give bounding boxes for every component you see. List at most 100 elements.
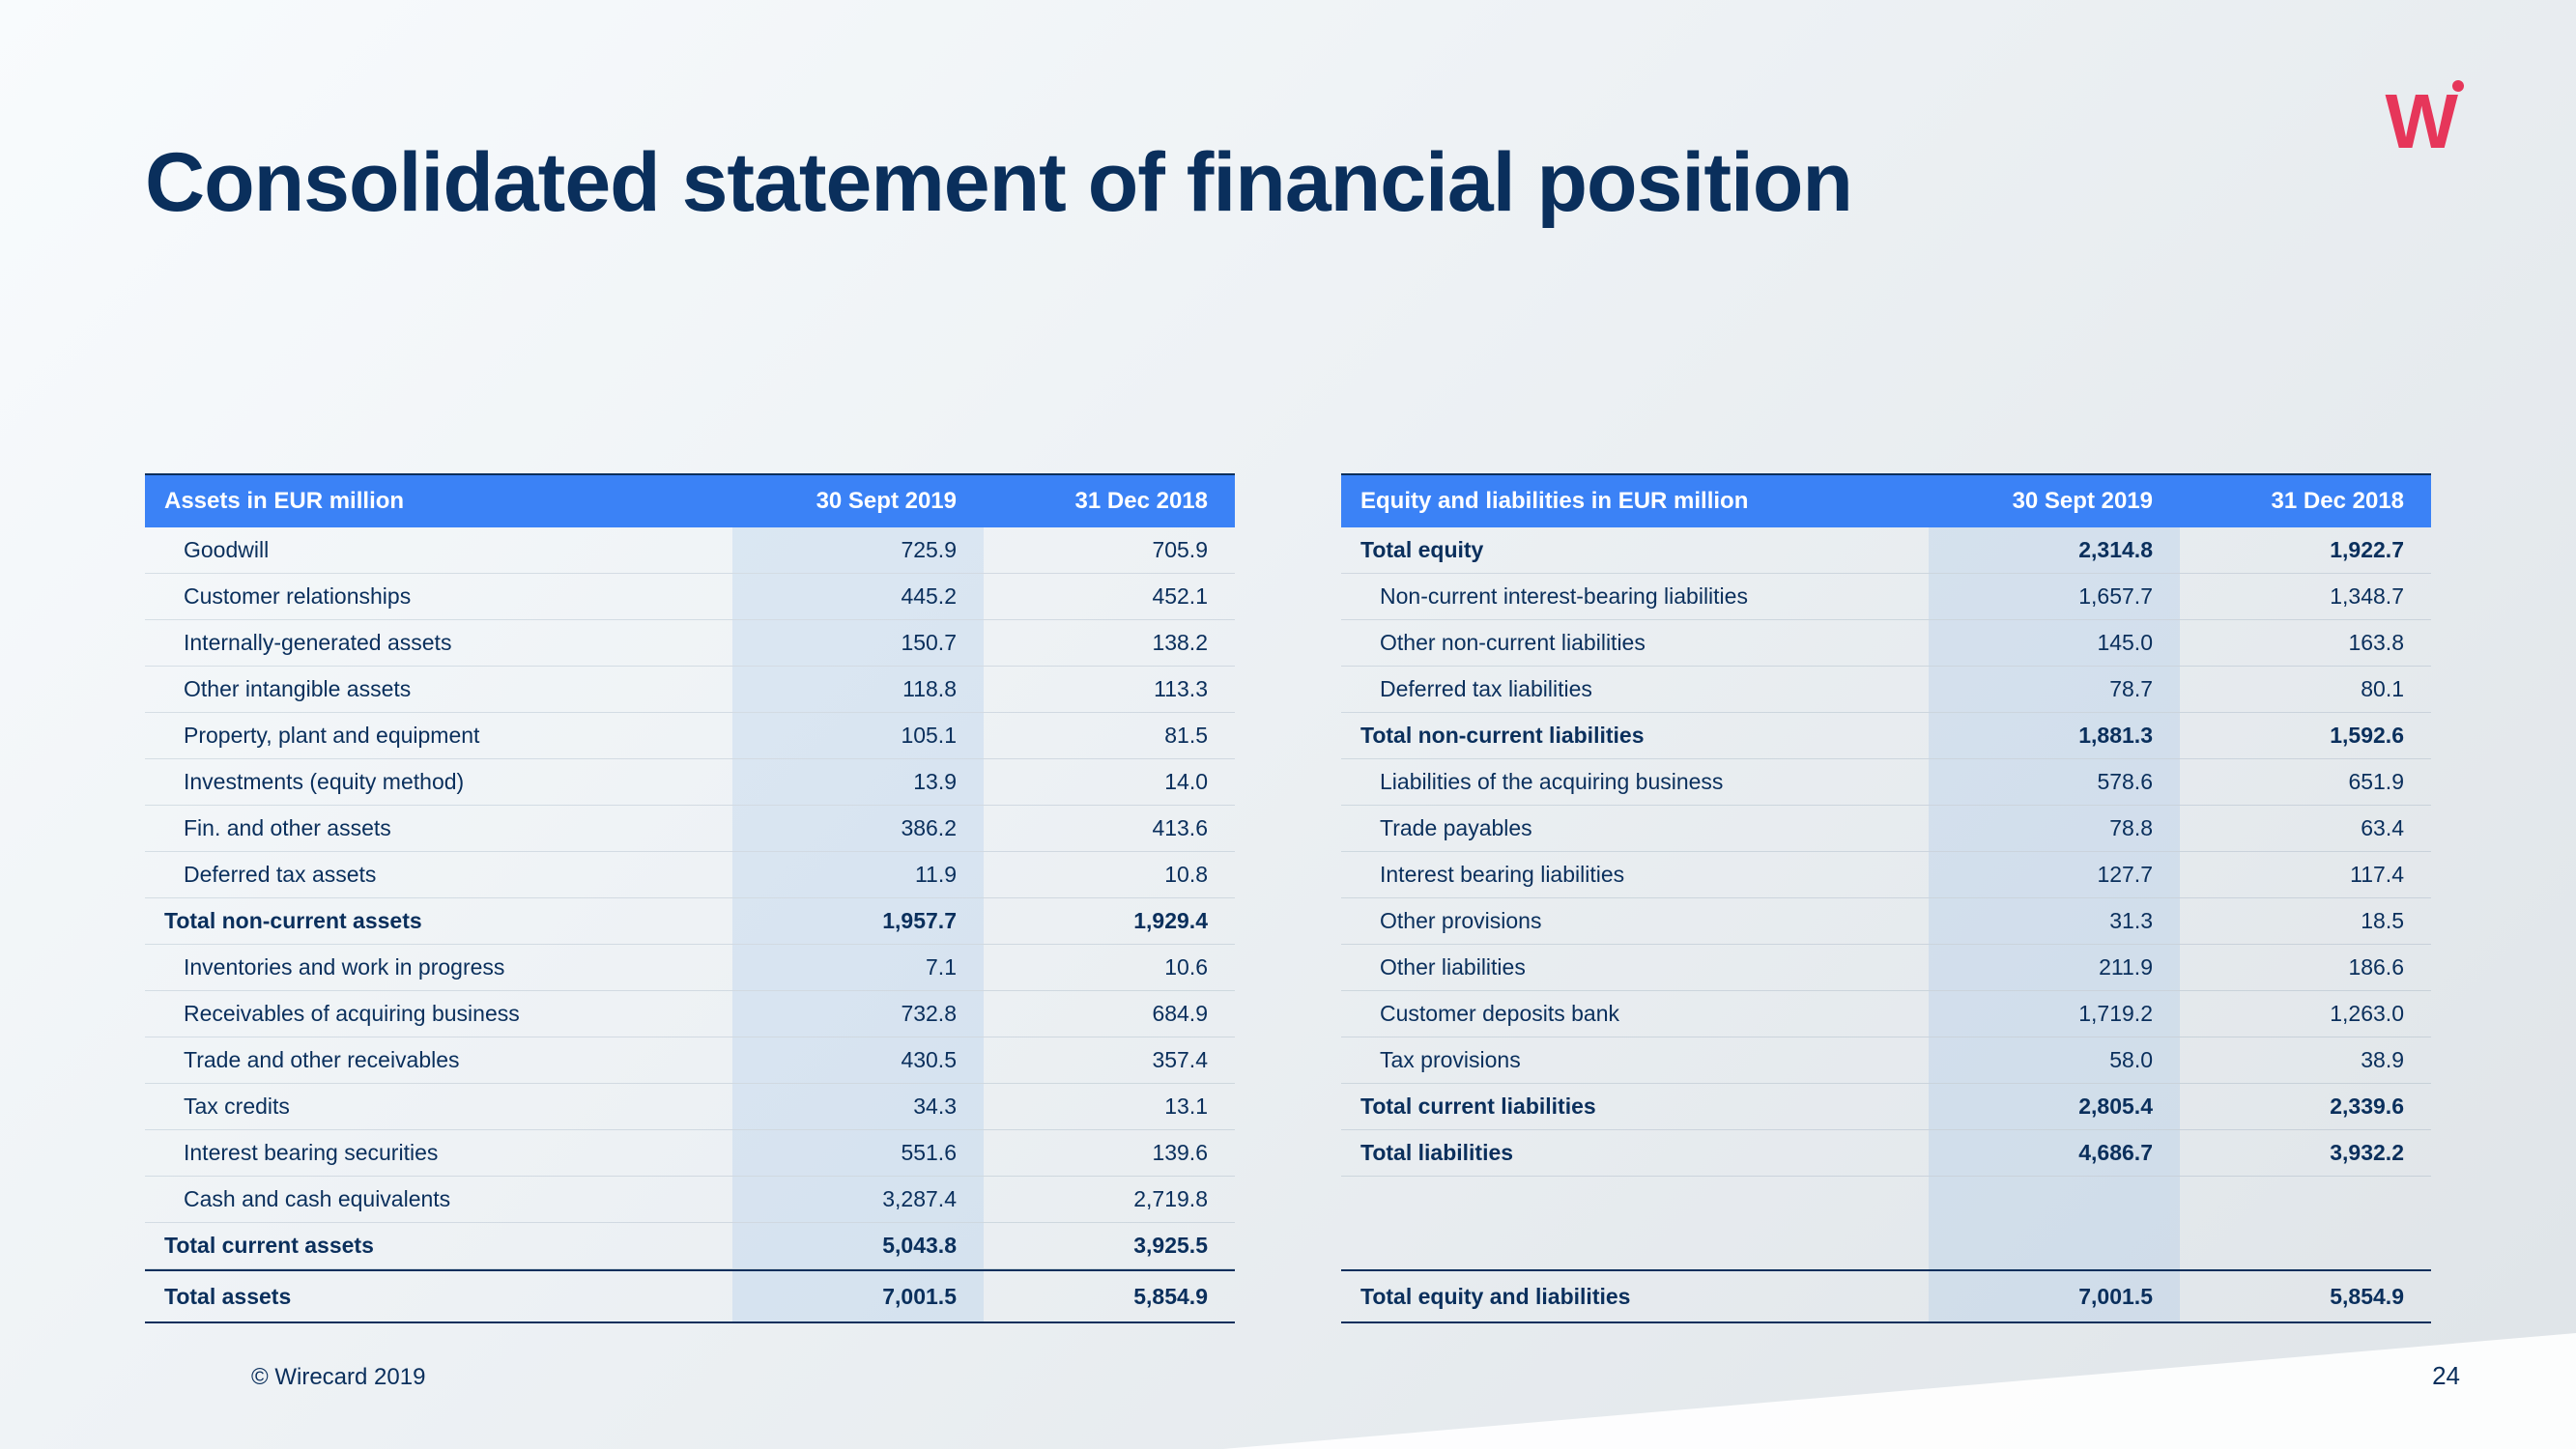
assets-row-value-current: 3,287.4 [732,1177,984,1222]
equity-row: Other provisions31.318.5 [1341,898,2431,945]
assets-row-label: Interest bearing securities [145,1140,732,1166]
equity-row: Total liabilities4,686.73,932.2 [1341,1130,2431,1177]
assets-table: Assets in EUR million 30 Sept 2019 31 De… [145,473,1235,1323]
decorative-wedge [1223,1333,2576,1449]
assets-row-label: Tax credits [145,1094,732,1120]
equity-row: Non-current interest-bearing liabilities… [1341,574,2431,620]
assets-row: Tax credits34.313.1 [145,1084,1235,1130]
slide: W Consolidated statement of financial po… [0,0,2576,1449]
assets-row-label: Cash and cash equivalents [145,1186,732,1212]
assets-row: Total current assets5,043.83,925.5 [145,1223,1235,1269]
equity-row-label: Other provisions [1341,908,1929,934]
equity-row: Interest bearing liabilities127.7117.4 [1341,852,2431,898]
assets-grand-v2: 5,854.9 [984,1284,1235,1310]
assets-row-value-prior: 10.8 [984,862,1235,888]
equity-row: Trade payables78.863.4 [1341,806,2431,852]
equity-row-value-current: 78.7 [1929,667,2180,712]
assets-row-value-current: 105.1 [732,713,984,758]
assets-row-label: Trade and other receivables [145,1047,732,1073]
equity-row-label: Liabilities of the acquiring business [1341,769,1929,795]
assets-row: Trade and other receivables430.5357.4 [145,1037,1235,1084]
footer-page-number: 24 [2432,1361,2460,1391]
equity-table-body: Total equity2,314.81,922.7Non-current in… [1341,527,2431,1269]
assets-row-value-prior: 81.5 [984,723,1235,749]
equity-row-label: Customer deposits bank [1341,1001,1929,1027]
assets-grand-label: Total assets [145,1284,732,1310]
assets-table-header: Assets in EUR million 30 Sept 2019 31 De… [145,473,1235,527]
tables-container: Assets in EUR million 30 Sept 2019 31 De… [145,473,2431,1323]
equity-row-value-prior: 2,339.6 [2180,1094,2431,1120]
assets-row-label: Inventories and work in progress [145,954,732,980]
equity-row-value-current [1929,1177,2180,1223]
assets-row-value-prior: 357.4 [984,1047,1235,1073]
assets-row-value-prior: 10.6 [984,954,1235,980]
assets-row-label: Customer relationships [145,583,732,610]
equity-liabilities-table: Equity and liabilities in EUR million 30… [1341,473,2431,1323]
assets-row: Property, plant and equipment105.181.5 [145,713,1235,759]
equity-row-value-current: 127.7 [1929,852,2180,897]
equity-row-value-prior: 163.8 [2180,630,2431,656]
assets-table-body: Goodwill725.9705.9 Customer relationships… [145,527,1235,1269]
assets-row-label: Investments (equity method) [145,769,732,795]
equity-row: Other non-current liabilities145.0163.8 [1341,620,2431,667]
assets-row-value-current: 551.6 [732,1130,984,1176]
assets-row-value-current: 1,957.7 [732,898,984,944]
equity-row: Deferred tax liabilities78.780.1 [1341,667,2431,713]
assets-row-value-prior: 13.1 [984,1094,1235,1120]
equity-row-value-current: 1,881.3 [1929,713,2180,758]
assets-row-value-prior: 684.9 [984,1001,1235,1027]
equity-row-value-current: 578.6 [1929,759,2180,805]
brand-logo: W [2385,77,2470,166]
assets-row-value-current: 386.2 [732,806,984,851]
equity-row [1341,1177,2431,1223]
assets-header-label: Assets in EUR million [145,488,732,515]
assets-row-value-current: 445.2 [732,574,984,619]
assets-row-label: Total non-current assets [145,908,732,934]
assets-row: Internally-generated assets150.7138.2 [145,620,1235,667]
assets-row-value-current: 5,043.8 [732,1223,984,1268]
assets-row-label: Deferred tax assets [145,862,732,888]
assets-row: Fin. and other assets386.2413.6 [145,806,1235,852]
equity-row: Total current liabilities2,805.42,339.6 [1341,1084,2431,1130]
equity-row-label: Non-current interest-bearing liabilities [1341,583,1929,610]
assets-row-label: Internally-generated assets [145,630,732,656]
assets-row: Deferred tax assets11.910.8 [145,852,1235,898]
equity-row [1341,1223,2431,1269]
assets-row-value-current: 11.9 [732,852,984,897]
equity-row-value-prior: 186.6 [2180,954,2431,980]
equity-row-label: Total equity [1341,537,1929,563]
assets-row: Interest bearing securities551.6139.6 [145,1130,1235,1177]
assets-row-label: Property, plant and equipment [145,723,732,749]
assets-grand-total-row: Total assets 7,001.5 5,854.9 [145,1269,1235,1323]
equity-grand-total-row: Total equity and liabilities 7,001.5 5,8… [1341,1269,2431,1323]
equity-row-value-current: 2,314.8 [1929,527,2180,573]
equity-row-label: Trade payables [1341,815,1929,841]
equity-row-value-prior: 18.5 [2180,908,2431,934]
equity-row-label: Other liabilities [1341,954,1929,980]
equity-table-header: Equity and liabilities in EUR million 30… [1341,473,2431,527]
logo-letter: W [2385,78,2458,164]
equity-row-value-prior: 3,932.2 [2180,1140,2431,1166]
assets-row-value-current: 732.8 [732,991,984,1037]
assets-row-value-current: 7.1 [732,945,984,990]
assets-row-value-prior: 3,925.5 [984,1233,1235,1259]
equity-row: Total non-current liabilities1,881.31,59… [1341,713,2431,759]
assets-row-value-prior: 705.9 [984,537,1235,563]
assets-row: Goodwill725.9705.9 [145,527,1235,574]
assets-row-value-prior: 2,719.8 [984,1186,1235,1212]
assets-row-label: Goodwill [145,537,732,563]
equity-row: Liabilities of the acquiring business578… [1341,759,2431,806]
equity-row-label: Total liabilities [1341,1140,1929,1166]
equity-row-value-current: 78.8 [1929,806,2180,851]
assets-row-label: Fin. and other assets [145,815,732,841]
assets-row-value-prior: 14.0 [984,769,1235,795]
assets-row-value-prior: 1,929.4 [984,908,1235,934]
equity-header-label: Equity and liabilities in EUR million [1341,488,1929,515]
assets-row-value-current: 34.3 [732,1084,984,1129]
logo-dot-icon [2452,80,2464,92]
equity-row-label: Total non-current liabilities [1341,723,1929,749]
equity-row-value-current: 145.0 [1929,620,2180,666]
equity-row-value-current [1929,1223,2180,1269]
equity-header-col1: 30 Sept 2019 [1929,488,2180,515]
assets-row: Inventories and work in progress7.110.6 [145,945,1235,991]
